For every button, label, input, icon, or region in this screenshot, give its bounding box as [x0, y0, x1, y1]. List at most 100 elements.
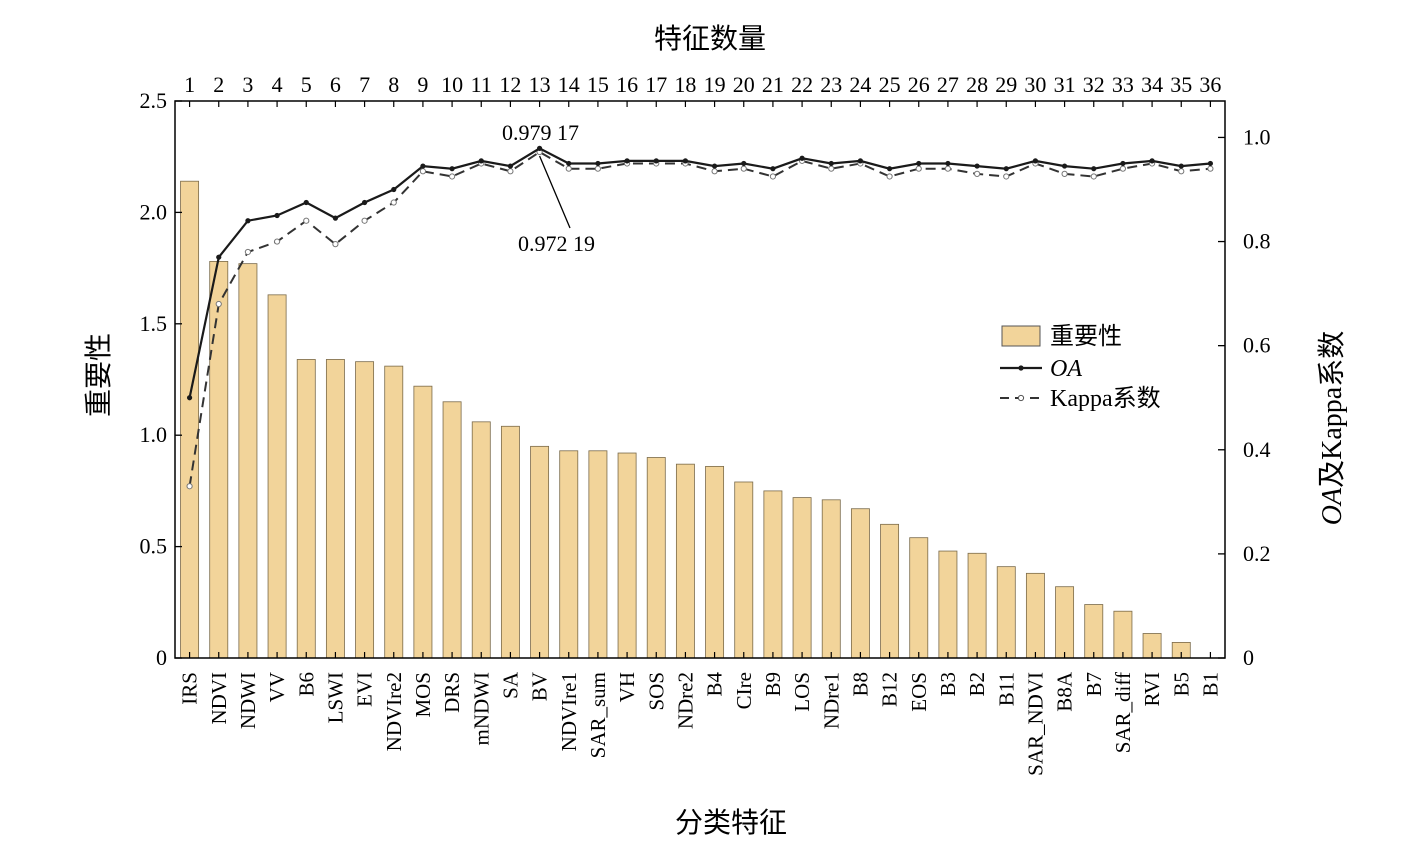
top-tick-label: 7	[359, 72, 370, 97]
kappa-point	[711, 168, 718, 175]
oa-point	[711, 163, 718, 169]
bar	[850, 508, 870, 659]
x-tick-label: SAR_sum	[586, 672, 610, 758]
x-tick-label: B3	[936, 672, 960, 697]
kappa-point	[915, 165, 922, 172]
y2-axis-title-oa: OA	[1317, 487, 1348, 525]
bar	[530, 445, 550, 659]
bottom-axis: IRS NDVI NDWI VV B6 LSWI EVI NDVIre2 MOS DRS mNDWI…	[178, 652, 1222, 776]
x-tick-label: VV	[265, 672, 289, 702]
x-tick-label: MOS	[411, 672, 435, 718]
top-tick-label: 35	[1170, 72, 1192, 97]
x-tick-label: NDre1	[819, 672, 843, 729]
top-axis-title: 特征数量	[654, 23, 766, 55]
x-tick-label: B4	[703, 672, 727, 697]
x-tick-label: VH	[615, 672, 639, 702]
oa-point	[624, 158, 630, 164]
oa-point	[566, 160, 572, 167]
x-tick-label: SOS	[644, 672, 668, 711]
top-tick-label: 22	[791, 72, 813, 97]
x-tick-label: B8	[848, 672, 872, 697]
top-tick-label: 27	[937, 72, 959, 97]
legend: 重要性 OA Kappa系数	[1000, 323, 1161, 412]
bar	[384, 365, 404, 659]
x-tick-label: LOS	[790, 672, 814, 712]
bar	[1025, 572, 1045, 659]
oa-point	[1120, 160, 1126, 167]
kappa-point	[740, 165, 747, 172]
bar	[646, 457, 666, 659]
top-tick-label: 1	[184, 72, 195, 97]
top-tick-label: 18	[674, 72, 696, 97]
annotation-leader-line	[538, 155, 571, 229]
x-tick-label: BV	[528, 672, 552, 701]
y2-tick-label: 0.4	[1243, 437, 1271, 462]
oa-point	[536, 145, 543, 151]
x-tick-label: B11	[994, 672, 1018, 706]
top-tick-label: 8	[388, 72, 399, 97]
bar	[1055, 586, 1075, 659]
top-tick-label: 19	[704, 72, 726, 97]
y-tick-label: 1.5	[140, 311, 168, 336]
top-tick-label: 13	[529, 72, 551, 97]
bar	[675, 463, 695, 659]
top-tick-label: 17	[645, 72, 667, 97]
oa-point	[886, 166, 893, 172]
kappa-point	[186, 483, 193, 490]
kappa-point	[944, 165, 952, 172]
plot-frame	[174, 100, 1226, 659]
x-tick-label: B8A	[1053, 671, 1077, 712]
annotation-oa-max: 0.979 17	[502, 120, 579, 145]
y-tick-label: 2.5	[140, 88, 168, 113]
x-tick-label: IRS	[178, 672, 202, 705]
kappa-point	[390, 199, 397, 206]
left-axis: 0 0.5 1.0 1.5 2.0 2.5	[140, 88, 182, 670]
x-tick-label: B5	[1169, 672, 1193, 697]
bar	[559, 450, 579, 659]
legend-label-oa: OA	[1050, 356, 1082, 382]
top-tick-label: 3	[242, 72, 253, 97]
top-tick-label: 33	[1112, 72, 1134, 97]
top-tick-label: 6	[330, 72, 341, 97]
bar	[1084, 604, 1104, 659]
oa-point	[828, 160, 834, 167]
bar	[267, 294, 287, 659]
oa-point	[216, 254, 222, 260]
oa-point	[245, 218, 251, 224]
top-tick-label: 15	[587, 72, 609, 97]
bar	[442, 401, 462, 659]
x-tick-label: SA	[498, 671, 522, 699]
top-tick-label: 20	[733, 72, 755, 97]
oa-point	[1207, 160, 1214, 167]
bar	[500, 425, 520, 659]
top-tick-label: 30	[1024, 72, 1046, 97]
oa-point	[595, 160, 601, 167]
bar	[413, 385, 433, 659]
oa-point	[1032, 158, 1039, 164]
oa-point	[1091, 166, 1097, 172]
top-tick-label: 25	[879, 72, 901, 97]
top-tick-label: 14	[558, 72, 580, 97]
bar	[325, 359, 345, 659]
legend-label-importance: 重要性	[1050, 323, 1122, 350]
y2-tick-label: 0.8	[1243, 229, 1271, 254]
bar	[938, 550, 958, 659]
y2-tick-label: 1.0	[1243, 124, 1271, 149]
oa-point	[653, 158, 659, 164]
x-tick-label: SAR_NDVI	[1023, 672, 1047, 776]
y-tick-label: 2.0	[140, 199, 168, 224]
kappa-point	[769, 173, 777, 180]
bar	[1113, 610, 1133, 659]
bar-series	[180, 180, 1191, 659]
top-tick-label: 21	[762, 72, 784, 97]
kappa-point	[1207, 165, 1214, 172]
y2-tick-label: 0.2	[1243, 541, 1271, 566]
kappa-point	[507, 168, 514, 175]
kappa-point	[1003, 173, 1010, 180]
x-tick-label: NDVI	[207, 672, 231, 725]
top-tick-label: 23	[820, 72, 842, 97]
legend-label-kappa: Kappa系数	[1050, 385, 1161, 412]
kappa-point	[1119, 165, 1127, 172]
y-tick-label: 0	[156, 645, 167, 670]
top-tick-label: 4	[272, 72, 283, 97]
